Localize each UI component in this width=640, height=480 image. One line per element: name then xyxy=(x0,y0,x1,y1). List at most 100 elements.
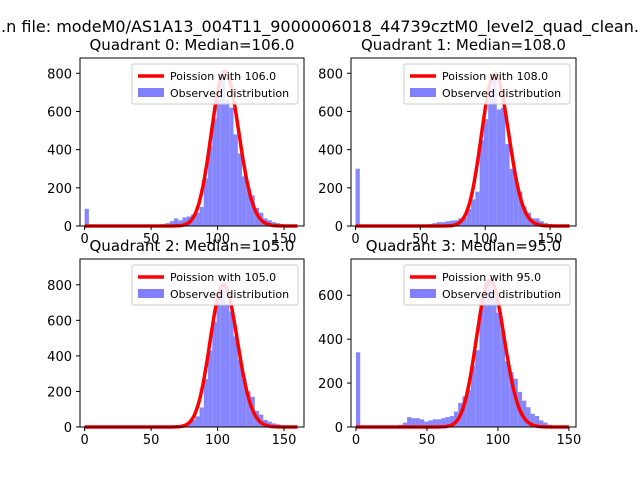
q2-legend-label-observed: Observed distribution xyxy=(170,288,289,301)
q0-hist-bar xyxy=(203,178,209,226)
q0-hist-bar xyxy=(250,195,255,226)
q3-hist-bar xyxy=(539,420,544,427)
q1-hist-bar xyxy=(492,73,497,226)
q0-hist-bar xyxy=(84,208,89,226)
q0-axes-frame xyxy=(79,57,305,227)
q1-ytick-label: 400 xyxy=(318,144,343,159)
q2-xtick-label: 100 xyxy=(205,433,230,448)
q0-hist-bar xyxy=(195,212,200,226)
q1-hist-bar xyxy=(479,140,484,226)
q2-ytick-label: 0 xyxy=(64,421,72,436)
q3-hist-bar xyxy=(522,400,527,427)
q2-poisson-curve xyxy=(84,283,298,429)
q2-hist-bar xyxy=(237,359,243,427)
q1-legend-bar-swatch xyxy=(410,88,436,97)
q2-hist-bar xyxy=(225,304,230,427)
q2-title: Quadrant 2: Median=105.0 xyxy=(90,237,295,255)
q0-xtick-label: 50 xyxy=(143,232,160,247)
q1-hist-bar xyxy=(441,222,446,226)
q0-legend-bar-swatch xyxy=(138,88,164,97)
q0-hist-bar xyxy=(173,218,179,226)
q2-xtick-label: 150 xyxy=(272,433,297,448)
q3-hist-bar xyxy=(419,419,425,427)
q3-hist-bar xyxy=(500,330,506,427)
q0-hist-bar xyxy=(216,92,221,226)
q1-axes-frame xyxy=(350,57,577,227)
q3-hist-bar xyxy=(355,352,361,427)
q2-axes-frame xyxy=(79,258,305,428)
q0-hist-bar xyxy=(237,153,243,226)
figure-suptitle: ...n file: modeM0/AS1A13_004T11_90000060… xyxy=(0,17,640,37)
q3-hist-bar xyxy=(462,396,467,427)
q2-ytick-label: 600 xyxy=(47,314,72,329)
q2-hist-bar xyxy=(195,416,200,427)
q3-hist-bar xyxy=(407,417,412,427)
q0-title: Quadrant 0: Median=106.0 xyxy=(90,36,295,54)
q3-hist-bar xyxy=(543,422,548,427)
q3-hist-bar xyxy=(415,418,420,427)
q3-hist-bar xyxy=(492,295,497,427)
q1-xtick-label: 150 xyxy=(538,232,563,247)
q2-hist-bar xyxy=(216,291,221,427)
q2-ytick-label: 400 xyxy=(47,350,72,365)
q1-subplot: 0 50 100 150 0 200 400 600 800 Quadrant 1: Median… xyxy=(318,36,577,247)
q1-legend-label-fit: Poission with 108.0 xyxy=(442,70,548,83)
q0-ytick-label: 800 xyxy=(47,67,72,82)
q0-subplot: 0 50 100 150 0 200 400 600 800 Quadrant 0: Median… xyxy=(47,36,305,247)
q2-hist-bar xyxy=(208,350,213,427)
q2-hist-bar xyxy=(199,407,204,427)
q0-hist-bar xyxy=(233,134,238,226)
q1-hist-bar xyxy=(535,218,540,226)
q0-hist-bar xyxy=(182,217,187,226)
q1-hist-bar xyxy=(436,222,442,226)
q3-subplot: 0 50 100 150 0 200 400 600 Quadrant 3: Median=95… xyxy=(318,237,581,448)
q3-hist-bar xyxy=(466,389,471,427)
q3-hist-bar xyxy=(436,419,442,427)
q1-hist-bar xyxy=(509,168,514,226)
q1-ytick-label: 800 xyxy=(318,67,343,82)
q1-hist-bar xyxy=(513,178,519,226)
q3-hist-bar xyxy=(509,372,514,427)
q0-ytick-label: 200 xyxy=(47,182,72,197)
q2-subplot: 0 50 100 150 0 200 400 600 800 Quadrant 2: Median… xyxy=(47,237,305,448)
q0-legend-label-fit: Poission with 106.0 xyxy=(170,70,276,83)
q2-xtick-label: 0 xyxy=(81,433,89,448)
q3-hist-bar xyxy=(402,422,408,427)
q2-hist-bar xyxy=(229,311,234,427)
q0-hist-bar xyxy=(199,206,204,226)
q3-hist-bar xyxy=(432,419,437,427)
q3-hist-bar xyxy=(470,365,476,427)
q2-ytick-label: 800 xyxy=(47,279,72,294)
q3-hist-bar xyxy=(505,361,510,427)
q2-hist-bar xyxy=(267,421,272,427)
q2-legend-box xyxy=(131,264,299,306)
q0-xtick-label: 100 xyxy=(205,232,230,247)
q2-hist-bar xyxy=(233,336,238,427)
q3-hist-bar xyxy=(530,413,535,427)
q0-hist-bar xyxy=(242,176,247,226)
q0-legend-label-observed: Observed distribution xyxy=(170,87,289,100)
q2-hist-bar xyxy=(220,284,226,427)
q3-xtick-label: 100 xyxy=(486,433,511,448)
q3-legend-bar-swatch xyxy=(410,289,436,298)
q1-hist-bar xyxy=(445,221,450,226)
q2-hist-bar xyxy=(212,322,217,427)
q3-legend-box xyxy=(403,264,571,306)
q2-hist-bar xyxy=(186,423,192,427)
q2-legend-bar-swatch xyxy=(138,289,164,298)
q1-title: Quadrant 1: Median=108.0 xyxy=(361,36,566,54)
q1-hist-bar xyxy=(522,206,527,226)
q0-ytick-label: 400 xyxy=(47,144,72,159)
q0-hist-bar xyxy=(178,220,183,226)
q1-hist-bar xyxy=(471,199,476,226)
q1-ytick-label: 0 xyxy=(335,220,343,235)
q1-hist-bar xyxy=(475,191,480,226)
q0-xtick-label: 0 xyxy=(81,232,89,247)
q0-hist-bar xyxy=(225,100,230,226)
q2-ytick-label: 200 xyxy=(47,385,72,400)
q3-hist-bar xyxy=(479,297,484,427)
q2-hist-bar xyxy=(246,391,251,427)
q0-hist-bar xyxy=(208,145,213,226)
q3-hist-bar xyxy=(445,417,450,427)
